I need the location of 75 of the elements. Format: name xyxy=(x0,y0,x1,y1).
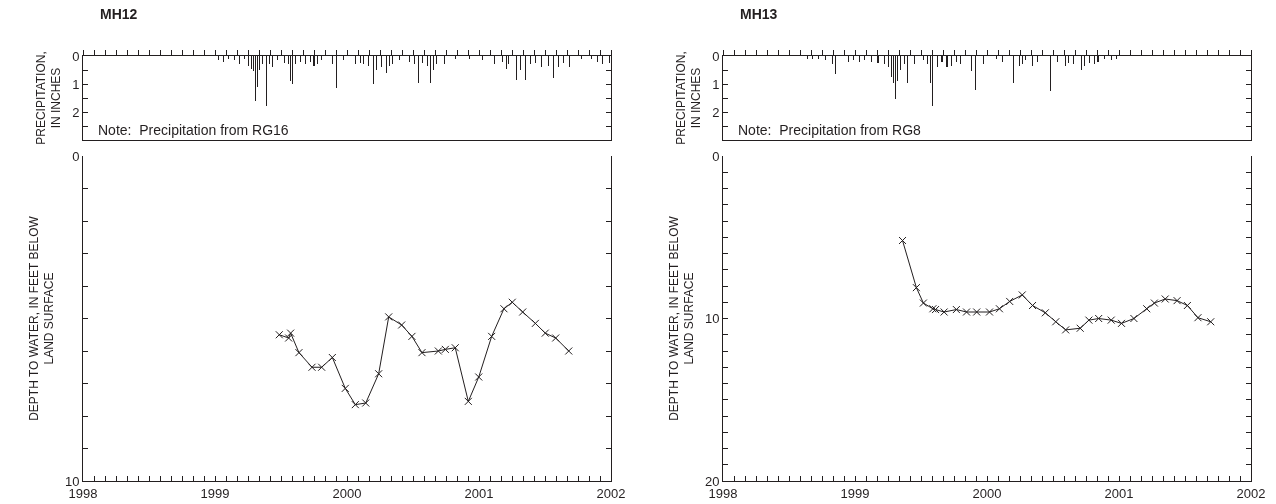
y-tick-label: 0 xyxy=(72,48,80,64)
y-tick-label: 0 xyxy=(712,148,720,164)
y-tick-label: 2 xyxy=(712,104,720,120)
point xyxy=(328,353,337,362)
point xyxy=(275,330,284,339)
point xyxy=(1117,319,1126,328)
chart-title: MH13 xyxy=(740,5,778,22)
point xyxy=(284,334,293,342)
point xyxy=(1084,316,1093,325)
point xyxy=(1173,296,1182,305)
y-axis-title: PRECIPITATION, IN INCHES xyxy=(673,51,704,145)
point xyxy=(1183,301,1192,310)
x-tick-label: 2001 xyxy=(464,485,494,501)
point xyxy=(499,304,508,313)
point xyxy=(564,347,573,355)
point xyxy=(1051,317,1060,326)
point xyxy=(531,319,540,328)
point xyxy=(952,305,961,314)
point xyxy=(294,348,303,357)
point xyxy=(286,329,295,338)
y-tick-label: 10 xyxy=(704,311,720,327)
x-tick-label: 2002 xyxy=(596,485,626,501)
point xyxy=(985,308,994,316)
point xyxy=(351,400,360,409)
y-tick-label: 1 xyxy=(72,76,80,92)
point xyxy=(1129,314,1138,323)
point xyxy=(1018,290,1027,299)
x-tick-label: 2000 xyxy=(972,485,1002,501)
y-axis-title: DEPTH TO WATER, IN FEET BELOW LAND SURFACE xyxy=(666,215,697,421)
x-tick-label: 2001 xyxy=(1104,485,1134,501)
x-tick-label: 1999 xyxy=(840,485,870,501)
point xyxy=(1142,304,1151,313)
y-axis-title: DEPTH TO WATER, IN FEET BELOW LAND SURFACE xyxy=(26,215,57,421)
point xyxy=(995,304,1004,313)
point xyxy=(487,332,496,341)
y-tick-label: 2 xyxy=(72,104,80,120)
point xyxy=(374,369,383,378)
x-tick-label: 2000 xyxy=(332,485,362,501)
point xyxy=(397,321,406,329)
point xyxy=(919,299,928,308)
point xyxy=(1150,299,1159,308)
point xyxy=(1094,314,1103,323)
x-tick-label: 1999 xyxy=(200,485,230,501)
point xyxy=(1206,317,1215,326)
point xyxy=(407,332,416,341)
y-tick-label: 0 xyxy=(712,48,720,64)
chart-title: MH12 xyxy=(100,5,138,22)
x-tick-label: 2002 xyxy=(1236,485,1266,501)
point xyxy=(518,308,527,316)
point xyxy=(474,373,483,381)
point xyxy=(1041,308,1050,317)
y-axis-title: PRECIPITATION, IN INCHES xyxy=(33,51,64,145)
point xyxy=(1193,313,1202,322)
point xyxy=(361,399,370,407)
annotation: Note: Precipitation from RG16 xyxy=(98,122,289,138)
point xyxy=(1005,297,1014,306)
point xyxy=(341,384,350,393)
y-tick-label: 1 xyxy=(712,76,720,92)
point xyxy=(1061,325,1070,334)
point xyxy=(384,312,393,321)
point xyxy=(417,348,426,357)
y-tick-label: 0 xyxy=(72,148,80,164)
point xyxy=(551,334,560,342)
point xyxy=(972,308,981,316)
annotation: Note: Precipitation from RG8 xyxy=(738,122,922,138)
point xyxy=(541,329,550,338)
point xyxy=(508,298,517,307)
point xyxy=(1161,295,1170,303)
point xyxy=(912,283,921,292)
point xyxy=(1107,316,1116,325)
point xyxy=(962,308,971,316)
point xyxy=(464,397,473,406)
point xyxy=(1076,324,1085,333)
point xyxy=(451,343,460,352)
point xyxy=(1028,301,1037,310)
